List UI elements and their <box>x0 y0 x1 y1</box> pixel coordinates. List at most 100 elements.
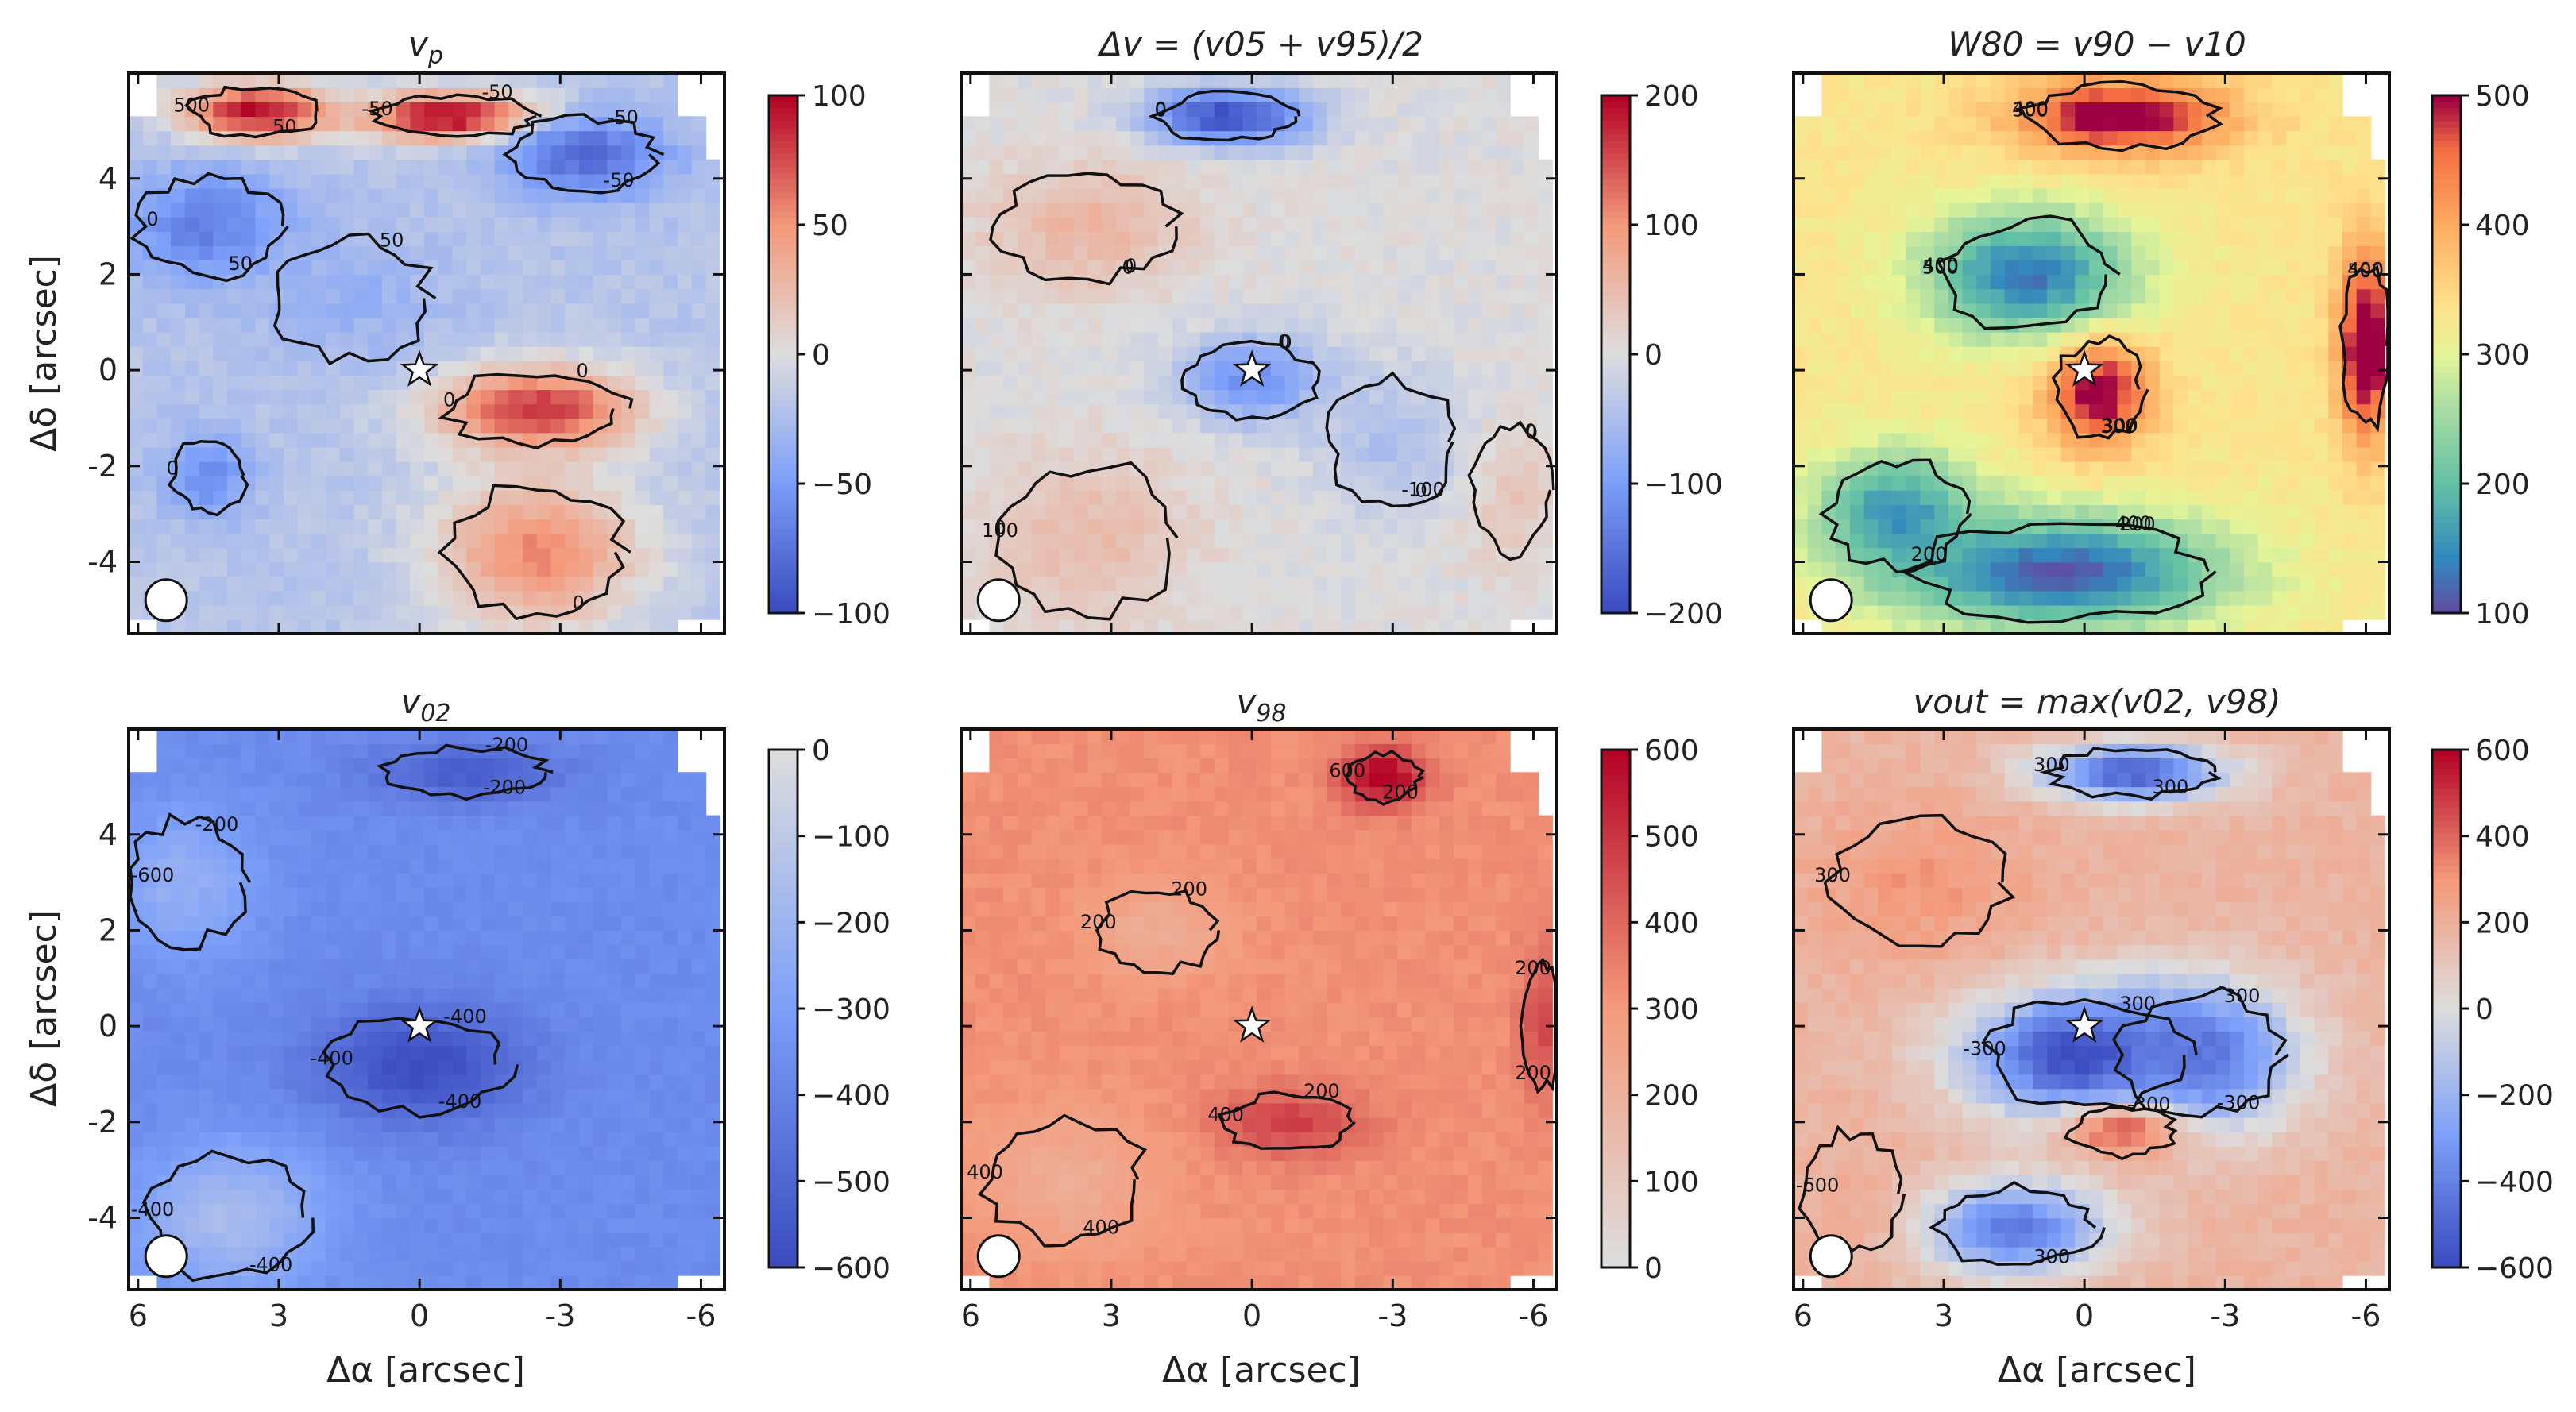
heatmap-cell <box>1200 217 1215 232</box>
heatmap-cell <box>593 561 608 577</box>
heatmap-cell <box>1991 403 2006 419</box>
heatmap-cell <box>311 130 326 146</box>
heatmap-cell <box>227 73 242 88</box>
heatmap-cell <box>593 604 608 620</box>
colorbar-segment <box>1601 419 1630 426</box>
heatmap-cell <box>1355 533 1370 549</box>
heatmap-cell <box>1976 260 1991 276</box>
heatmap-cell <box>494 504 510 519</box>
heatmap-cell <box>1299 533 1314 549</box>
heatmap-cell <box>1073 231 1089 246</box>
heatmap-cell <box>2117 490 2132 505</box>
heatmap-cell <box>705 418 720 434</box>
heatmap-cell <box>607 590 622 606</box>
heatmap-cell <box>311 490 326 505</box>
heatmap-cell <box>975 145 991 160</box>
heatmap-cell <box>1115 490 1131 505</box>
heatmap-cell <box>2272 519 2287 534</box>
heatmap-cell <box>2201 590 2217 606</box>
heatmap-cell <box>1878 187 1893 203</box>
heatmap-cell <box>381 490 397 505</box>
heatmap-cell <box>1878 317 1893 333</box>
heatmap-cell <box>1439 490 1454 505</box>
heatmap-cell <box>213 561 228 577</box>
heatmap-cell <box>1509 590 1525 606</box>
heatmap-cell <box>2089 87 2104 102</box>
heatmap-cell <box>1849 331 1865 347</box>
heatmap-cell <box>1878 389 1893 405</box>
heatmap-cell <box>1425 375 1441 391</box>
heatmap-cell <box>1821 375 1836 391</box>
heatmap-cell <box>2046 159 2062 175</box>
heatmap-cell <box>1144 130 1159 146</box>
heatmap-cell <box>2230 245 2245 261</box>
heatmap-cell <box>2089 547 2104 563</box>
heatmap-cell <box>2103 231 2118 246</box>
contour-line <box>1148 89 1301 142</box>
heatmap-cell <box>1270 159 1286 175</box>
heatmap-cell <box>410 274 425 290</box>
heatmap-cell <box>1369 446 1385 462</box>
heatmap-cell <box>1454 475 1469 491</box>
heatmap-cell <box>1467 361 1483 376</box>
heatmap-cell <box>1031 446 1047 462</box>
heatmap-cell <box>156 547 172 563</box>
heatmap-cell <box>1031 547 1047 563</box>
heatmap-cell <box>1144 461 1159 476</box>
heatmap-cell <box>2215 145 2230 160</box>
heatmap-cell <box>2145 389 2161 405</box>
heatmap-cell <box>1087 619 1103 635</box>
heatmap-cell <box>621 102 636 118</box>
contour-line <box>272 232 437 366</box>
heatmap-cell <box>2046 604 2062 620</box>
heatmap-cell <box>171 461 186 476</box>
contour-line <box>184 85 319 139</box>
heatmap-cell <box>2257 604 2273 620</box>
heatmap-cell <box>2018 604 2033 620</box>
heatmap-cell <box>1892 533 1907 549</box>
heatmap-cell <box>424 432 439 448</box>
heatmap-cell <box>1906 260 1921 276</box>
heatmap-cell <box>2089 159 2104 175</box>
heatmap-cell <box>705 303 720 318</box>
heatmap-cell <box>989 317 1004 333</box>
heatmap-cell <box>621 260 636 276</box>
heatmap-cell <box>1976 375 1991 391</box>
heatmap-cell <box>241 504 257 519</box>
heatmap-cell <box>1228 547 1244 563</box>
heatmap-cell <box>171 145 186 160</box>
heatmap-cell <box>241 331 257 347</box>
heatmap-cell <box>1948 403 1964 419</box>
heatmap-cell <box>2272 446 2287 462</box>
colorbar-segment <box>769 289 798 297</box>
heatmap-cell <box>1934 187 1949 203</box>
heatmap-cell <box>1863 547 1879 563</box>
heatmap-cell <box>2257 590 2273 606</box>
panel-w80: W80 = v90 − v10 300400300500400200400500… <box>1792 25 2530 635</box>
heatmap-cell <box>1878 303 1893 318</box>
heatmap-cell <box>438 519 454 534</box>
heatmap-cell <box>2145 102 2161 118</box>
heatmap-cell <box>705 217 720 232</box>
colorbar-tick-label: 100 <box>1644 210 1699 242</box>
heatmap-cell <box>1045 202 1060 218</box>
heatmap-cell <box>269 576 284 592</box>
heatmap-cell <box>635 432 651 448</box>
heatmap-cell <box>1242 403 1257 419</box>
heatmap-cell <box>1962 389 1978 405</box>
heatmap-cell <box>677 145 693 160</box>
heatmap-cell <box>1228 604 1244 620</box>
heatmap-cell <box>593 87 608 102</box>
heatmap-cell <box>1017 475 1033 491</box>
heatmap-cell <box>1144 173 1159 189</box>
heatmap-cell <box>2089 317 2104 333</box>
heatmap-cell <box>1341 345 1356 361</box>
heatmap-cell <box>1948 231 1964 246</box>
heatmap-cell <box>199 303 214 318</box>
heatmap-cell <box>1257 519 1272 534</box>
heatmap-cell <box>1045 102 1060 118</box>
heatmap-cell <box>1172 245 1188 261</box>
heatmap-cell <box>142 345 158 361</box>
heatmap-cell <box>523 619 538 635</box>
colorbar-segment <box>1601 490 1630 498</box>
